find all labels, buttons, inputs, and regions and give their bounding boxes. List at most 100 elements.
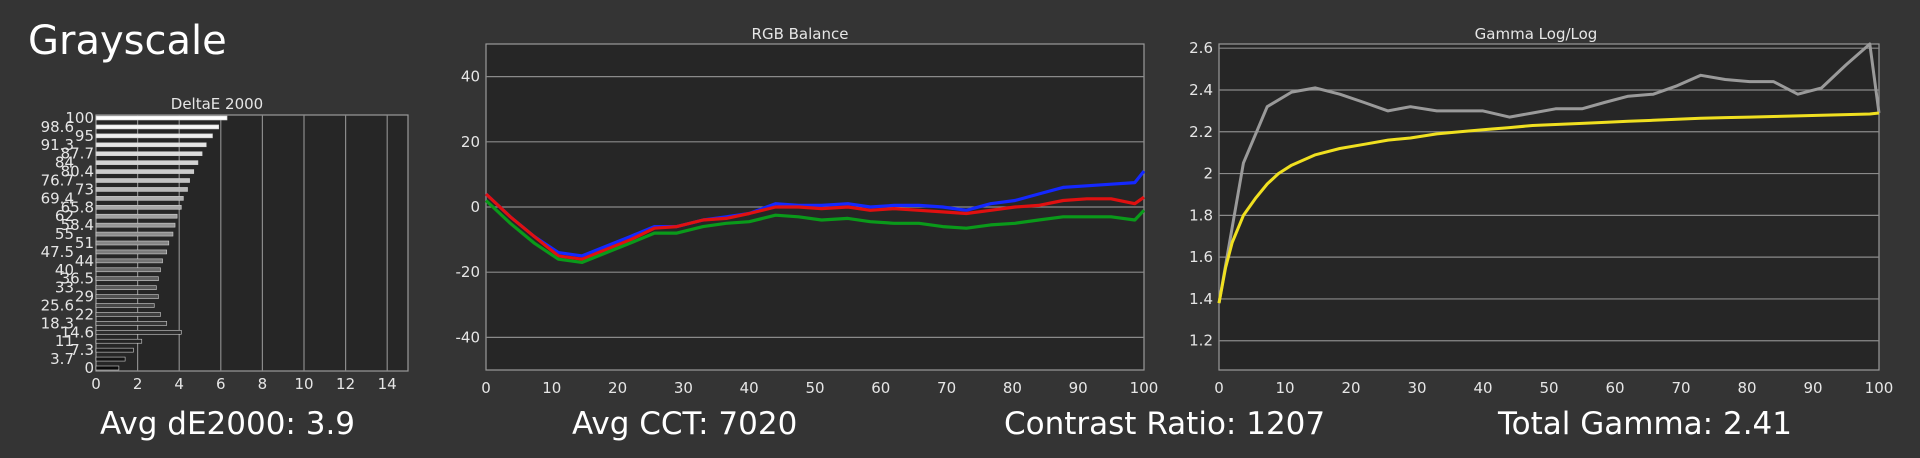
rgb-x-tick: 80: [1003, 379, 1022, 397]
deltae-y-tick: 55: [55, 225, 74, 243]
deltae-bar: [95, 124, 220, 130]
gamma-x-tick: 80: [1737, 379, 1756, 397]
rgb-series-line: [484, 170, 1146, 258]
deltae-bar: [95, 187, 188, 192]
gamma-summary: Total Gamma: 2.41: [1498, 406, 1792, 442]
deltae-y-tick: 58.4: [61, 216, 94, 234]
deltae-bar: [95, 365, 120, 371]
deltae-bar: [95, 115, 228, 121]
rgb-x-tick: 0: [481, 379, 491, 397]
deltae-x-tick: 6: [216, 375, 226, 393]
rgb-x-tick: 60: [871, 379, 890, 397]
gamma-series-line: [1217, 42, 1881, 304]
gamma-y-tick: 2: [1203, 165, 1213, 183]
deltae-y-tick: 36.5: [61, 270, 94, 288]
deltae-bar: [95, 347, 134, 353]
rgb-x-tick: 40: [740, 379, 759, 397]
deltae-bar: [95, 178, 190, 183]
contrast-label: Contrast Ratio:: [1004, 406, 1237, 442]
gamma-y-tick: 2.2: [1189, 123, 1213, 141]
deltae-bar: [95, 338, 143, 344]
deltae-y-tick: 18.3: [41, 314, 74, 332]
rgb-y-tick: -20: [456, 263, 481, 281]
gamma-chart-title: Gamma Log/Log: [1475, 25, 1598, 43]
rgb-x-tick: 70: [937, 379, 956, 397]
deltae-x-tick: 14: [378, 375, 397, 393]
gamma-y-tick: 2.4: [1189, 81, 1213, 99]
gamma-x-tick: 90: [1803, 379, 1822, 397]
deltae-y-tick: 87.7: [61, 145, 94, 163]
rgb-x-tick: 50: [805, 379, 824, 397]
deltae-y-tick: 7.3: [70, 341, 94, 359]
deltae-x-tick: 8: [258, 375, 268, 393]
deltae-x-tick: 4: [174, 375, 184, 393]
gamma-plot-area: [1218, 43, 1880, 371]
rgb-y-tick: 0: [470, 198, 480, 216]
deltae-x-tick: 0: [91, 375, 101, 393]
deltae-bar: [95, 285, 157, 290]
gamma-y-tick: 2.6: [1189, 39, 1213, 57]
deltae-bar: [95, 231, 174, 237]
deltae-y-tick: 11: [55, 332, 74, 350]
deltae-y-tick: 76.7: [41, 172, 74, 190]
contrast-summary: Contrast Ratio: 1207: [1004, 406, 1325, 442]
deltae-y-tick: 95: [75, 127, 94, 145]
deltae-bar: [95, 276, 159, 282]
deltae-y-tick: 22: [75, 305, 94, 323]
deltae-x-tick: 10: [294, 375, 313, 393]
gamma-y-tick: 1.4: [1189, 290, 1213, 308]
gamma-x-tick: 0: [1214, 379, 1224, 397]
deltae-y-tick: 51: [75, 234, 94, 252]
avg-cct-summary: Avg CCT: 7020: [572, 406, 797, 442]
deltae-y-tick: 3.7: [50, 350, 74, 368]
gamma-x-tick: 50: [1539, 379, 1558, 397]
deltae-y-tick: 47.5: [41, 243, 74, 261]
rgb-x-tick: 30: [674, 379, 693, 397]
deltae-bar: [95, 267, 161, 273]
deltae-y-tick: 44: [75, 252, 94, 270]
gamma-y-tick: 1.8: [1189, 206, 1213, 224]
deltae-y-tick: 100: [65, 109, 94, 127]
deltae-y-tick: 62: [55, 207, 74, 225]
gamma-x-tick: 30: [1407, 379, 1426, 397]
deltae-y-tick: 65.8: [61, 198, 94, 216]
deltae-y-tick: 40: [55, 261, 74, 279]
rgb-x-tick: 90: [1069, 379, 1088, 397]
avg-de-summary: Avg dE2000: 3.9: [100, 406, 355, 442]
avg-cct-label: Avg CCT:: [572, 406, 709, 442]
rgb-series-line: [484, 199, 1146, 264]
gamma-x-tick: 60: [1605, 379, 1624, 397]
deltae-bar: [95, 222, 176, 228]
gamma-chart: Gamma Log/Log 2.6 2.4 2.2 2 1.8 1.6 1.4 1.2 0 10…: [1189, 25, 1894, 397]
gamma-series-line: [1217, 111, 1880, 304]
rgb-chart-title: RGB Balance: [752, 25, 849, 43]
gamma-value: 2.41: [1722, 406, 1792, 442]
gamma-y-tick: 1.2: [1189, 332, 1213, 350]
deltae-y-tick: 14.6: [61, 323, 94, 341]
gamma-x-tick: 100: [1865, 379, 1894, 397]
deltae-y-tick: 80.4: [61, 163, 94, 181]
gamma-label: Total Gamma:: [1498, 406, 1714, 442]
deltae-bar: [95, 303, 155, 308]
deltae-y-tick: 69.4: [41, 189, 74, 207]
gamma-x-tick: 20: [1341, 379, 1360, 397]
rgb-balance-chart: RGB Balance 40 20 0 -20 -40 0 10 20 30 40 50 60 70 8…: [456, 25, 1159, 397]
gamma-x-tick: 10: [1275, 379, 1294, 397]
deltae-y-tick: 73: [75, 180, 94, 198]
deltae-x-tick: 12: [336, 375, 355, 393]
rgb-series-line: [484, 192, 1145, 261]
deltae-chart-title: DeltaE 2000: [171, 95, 263, 113]
gamma-x-tick: 70: [1671, 379, 1690, 397]
deltae-bar: [95, 142, 207, 148]
deltae-bar: [95, 160, 199, 165]
deltae-y-tick: 98.6: [41, 118, 74, 136]
deltae-y-tick: 0: [84, 359, 94, 377]
deltae-y-tick: 91.3: [41, 136, 74, 154]
deltae-y-tick: 84: [55, 154, 74, 172]
deltae-bar: [95, 213, 178, 219]
avg-de-value: 3.9: [305, 406, 356, 442]
deltae-bar: [95, 294, 159, 299]
deltae-bar: [95, 133, 213, 139]
contrast-value: 1207: [1246, 406, 1326, 442]
